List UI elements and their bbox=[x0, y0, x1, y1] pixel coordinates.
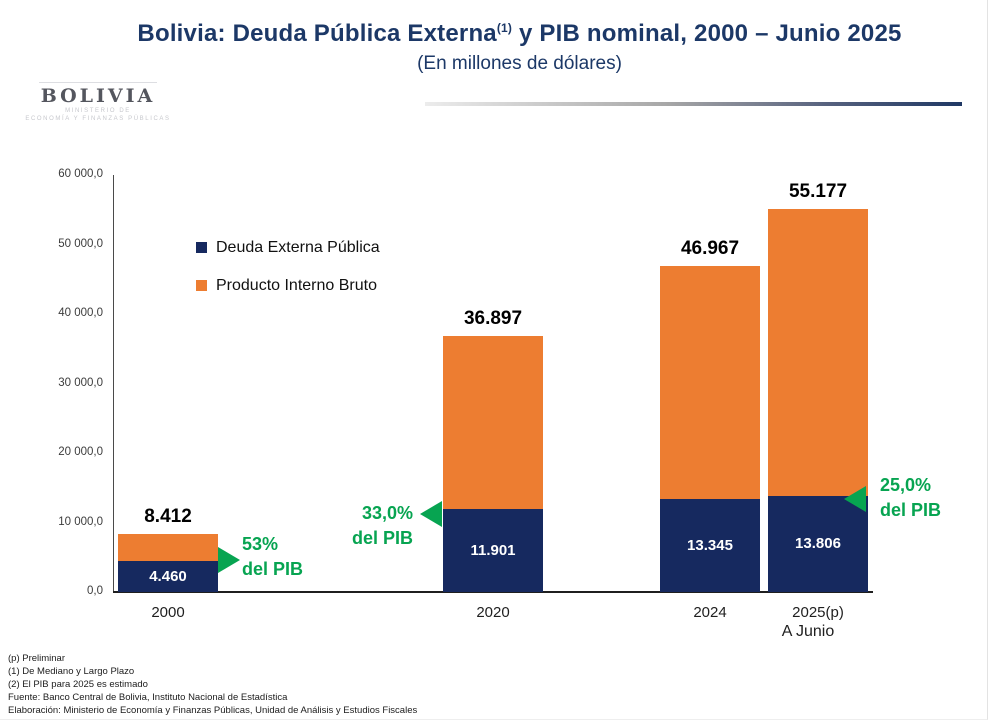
pib-segment-2020 bbox=[443, 335, 543, 510]
footnotes: (p) Preliminar (1) De Mediano y Largo Pla… bbox=[8, 652, 417, 717]
pib-segment-2025(p) bbox=[768, 208, 868, 497]
pib-share-annotation-line: del PIB bbox=[351, 528, 413, 549]
x-axis-label-2024: 2024 bbox=[693, 604, 727, 621]
pib-share-annotation-line: 33,0% bbox=[361, 503, 413, 524]
y-axis-tick-label: 50 000,0 bbox=[58, 237, 103, 250]
page-subtitle: (En millones de dólares) bbox=[417, 53, 622, 74]
annotation-arrow-icon bbox=[844, 486, 866, 513]
logo-subline-1: MINISTERIO DE bbox=[65, 108, 131, 114]
pib-share-annotation: 25,0% del PIB bbox=[880, 473, 941, 523]
pib-total-label: 55.177 bbox=[788, 180, 848, 202]
title-underline-rule bbox=[425, 102, 962, 106]
footnote-line: Fuente: Banco Central de Bolivia, Instit… bbox=[8, 692, 288, 703]
annotation-arrow-icon bbox=[420, 501, 442, 528]
x-axis-label-2000: 2000 bbox=[151, 604, 185, 621]
pib-share-annotation-line: 53% bbox=[242, 534, 279, 554]
debt-value-label: 13.345 bbox=[687, 536, 733, 554]
x-axis-sublabel: A Junio bbox=[781, 623, 835, 640]
pib-total-label: 8.412 bbox=[144, 505, 192, 527]
legend-swatch-icon bbox=[196, 242, 207, 253]
y-axis-tick-label: 30 000,0 bbox=[58, 376, 103, 389]
y-axis-line bbox=[113, 175, 114, 592]
pib-share-annotation: 33,0% del PIB bbox=[233, 501, 413, 551]
footnote-line: (p) Preliminar bbox=[8, 653, 66, 664]
footnote-line: Elaboración: Ministerio de Economía y Fi… bbox=[8, 705, 418, 716]
footnote-line: (1) De Mediano y Largo Plazo bbox=[8, 666, 135, 677]
title-block: Bolivia: Deuda Pública Externa(1) y PIB … bbox=[70, 20, 969, 75]
legend-label: Producto Interno Bruto bbox=[216, 276, 377, 294]
y-axis-tick-label: 0,0 bbox=[87, 585, 103, 597]
title-footnote-marker: (1) bbox=[496, 21, 513, 35]
y-axis-tick-label: 60 000,0 bbox=[58, 168, 103, 180]
pib-total-label: 36.897 bbox=[463, 307, 523, 329]
y-axis-tick-label: 40 000,0 bbox=[58, 307, 103, 319]
logo-rule bbox=[39, 82, 157, 83]
legend-item: Producto Interno Bruto bbox=[196, 274, 380, 297]
pib-share-annotation-line: del PIB bbox=[242, 559, 304, 579]
pib-total-label: 46.967 bbox=[680, 237, 740, 259]
pib-share-annotation-line: 25,0% bbox=[880, 475, 932, 496]
pib-segment-2000 bbox=[118, 533, 218, 561]
debt-value-label: 13.806 bbox=[795, 535, 841, 553]
title-rest-text: y PIB nominal, 2000 – Junio 2025 bbox=[512, 20, 902, 47]
debt-value-label: 11.901 bbox=[470, 541, 516, 559]
y-axis-tick-label: 10 000,0 bbox=[58, 515, 103, 528]
debt-value-label: 4.460 bbox=[149, 567, 187, 585]
legend-label: Deuda Externa Pública bbox=[216, 238, 380, 256]
debt-segment-2000 bbox=[118, 561, 218, 592]
pib-share-annotation-line: del PIB bbox=[880, 500, 942, 521]
legend-swatch-icon bbox=[196, 280, 207, 291]
pib-share-annotation: 53% del PIB bbox=[242, 532, 303, 582]
footnote-line: (2) El PIB para 2025 es estimado bbox=[8, 679, 148, 690]
ministry-logo: BOLIVIA MINISTERIO DE ECONOMÍA Y FINANZA… bbox=[14, 82, 182, 123]
pib-segment-2024 bbox=[660, 265, 760, 500]
logo-wordmark: BOLIVIA bbox=[40, 85, 156, 107]
x-axis-line bbox=[113, 591, 873, 593]
legend-item: Deuda Externa Pública bbox=[196, 236, 380, 259]
debt-segment-2020 bbox=[443, 509, 543, 592]
chart-legend: Deuda Externa Pública Producto Interno Br… bbox=[196, 236, 380, 312]
annotation-arrow-icon bbox=[218, 547, 240, 573]
title-main-text: Bolivia: Deuda Pública Externa bbox=[137, 20, 497, 47]
x-axis-label-2020: 2020 bbox=[476, 604, 510, 621]
logo-subline-2: ECONOMÍA Y FINANZAS PÚBLICAS bbox=[25, 116, 171, 122]
x-axis-label-2025(p): 2025(p) bbox=[792, 604, 844, 621]
debt-segment-2024 bbox=[660, 499, 760, 592]
page-title: Bolivia: Deuda Pública Externa(1) y PIB … bbox=[70, 20, 969, 48]
y-axis-tick-label: 20 000,0 bbox=[58, 446, 103, 458]
